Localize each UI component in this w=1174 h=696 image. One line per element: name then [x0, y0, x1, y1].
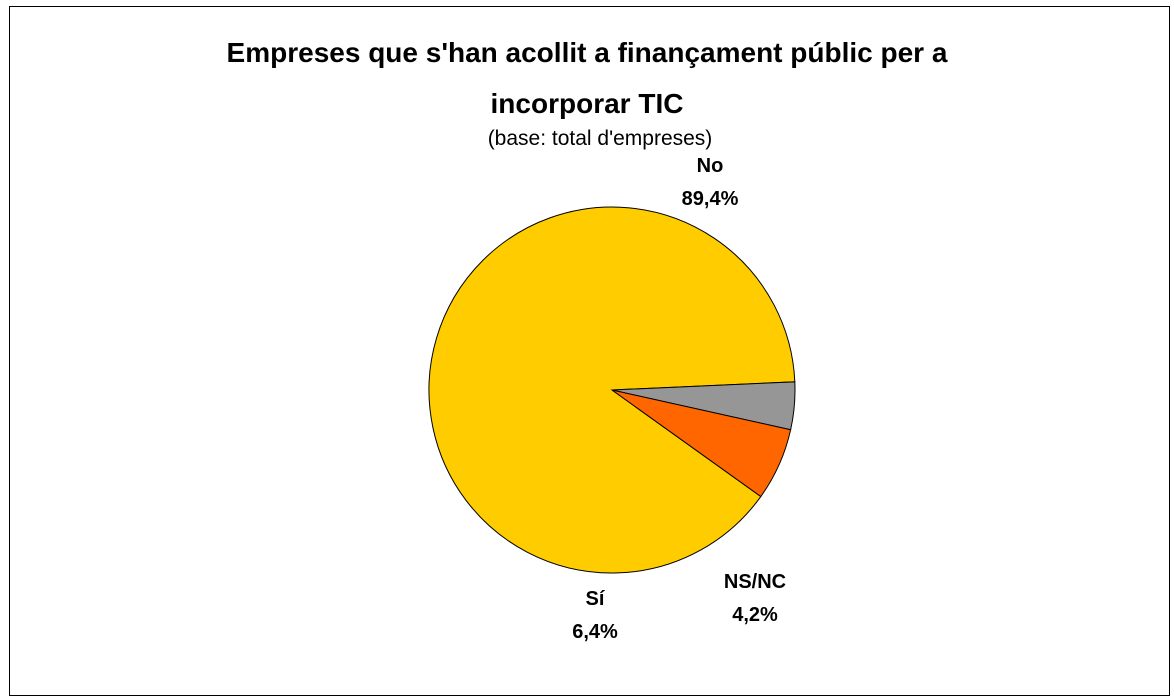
- slice-label-nsnc-value: 4,2%: [732, 604, 778, 626]
- slice-label-si-value: 6,4%: [572, 621, 618, 643]
- slice-label-nsnc-name: NS/NC: [723, 571, 787, 593]
- chart-subtitle: (base: total d'empreses): [487, 127, 713, 150]
- slice-label-nsnc: NS/NC 4,2%: [705, 566, 805, 632]
- slice-label-no: No 89,4%: [665, 150, 755, 216]
- slice-label-no-name: No: [696, 155, 724, 177]
- slice-label-no-value: 89,4%: [681, 188, 739, 210]
- slice-label-si-name: Sí: [585, 588, 605, 610]
- pie-slice-si: [611, 389, 792, 498]
- slice-label-si: Sí 6,4%: [555, 583, 635, 649]
- chart-title-line-1: Empreses que s'han acollit a finançament…: [226, 37, 948, 68]
- chart-title-line-2: incorporar TIC: [490, 88, 684, 119]
